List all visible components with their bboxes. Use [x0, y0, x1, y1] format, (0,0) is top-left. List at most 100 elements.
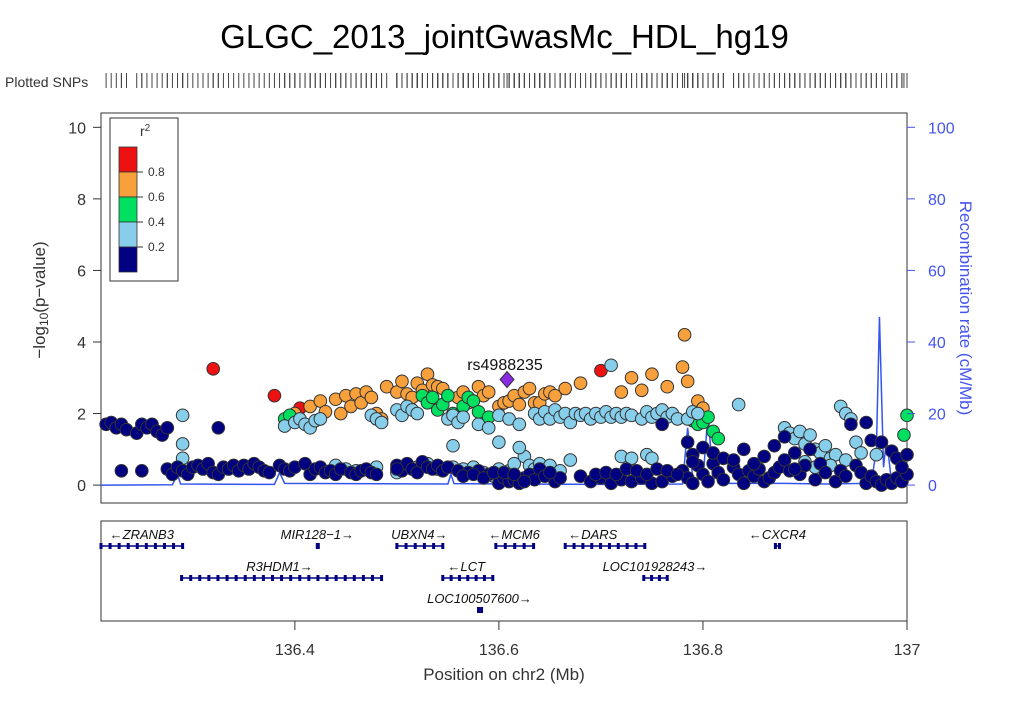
gene-exon	[441, 543, 445, 549]
gene-exon	[325, 575, 329, 581]
y-tick-label: 0	[77, 478, 86, 495]
gene-exon	[494, 543, 498, 549]
gene-loc100507600: LOC100507600→	[427, 591, 532, 613]
y2-tick-label: 80	[928, 192, 946, 209]
gene-exon	[316, 575, 320, 581]
snp-point	[543, 465, 557, 480]
snp-point	[522, 381, 537, 396]
snp-point	[645, 367, 659, 381]
legend-title-sup: 2	[145, 123, 151, 134]
gene-exon	[395, 543, 399, 549]
snp-point	[660, 379, 675, 394]
gene-exon	[99, 543, 103, 549]
snp-point	[558, 381, 573, 396]
snp-point	[726, 453, 741, 467]
legend-title-base: r	[140, 123, 145, 139]
x-tick-label: 137	[894, 642, 921, 659]
snp-point	[716, 472, 731, 487]
snp-point	[736, 476, 751, 491]
legend-tick-label: 0.4	[148, 215, 165, 229]
gene-exon	[482, 575, 486, 581]
gene-exon	[261, 575, 265, 581]
snp-point	[897, 428, 911, 442]
gene-exon	[563, 543, 567, 549]
snp-point	[803, 428, 817, 442]
gene-exon	[572, 543, 576, 549]
snp-point	[211, 421, 226, 435]
legend-swatch	[118, 246, 138, 273]
y2-tick-label: 0	[928, 478, 937, 495]
gene-exon	[225, 575, 229, 581]
snp-point	[736, 442, 751, 457]
y2-axis: 0 20 40 60 80 100	[907, 120, 955, 495]
gene-exon	[625, 543, 629, 549]
gene-exon	[404, 543, 408, 549]
gene-exon	[480, 607, 484, 613]
gene-exon	[216, 575, 220, 581]
y-axis-title-prefix: −log	[30, 326, 49, 359]
snp-points	[99, 328, 914, 492]
snp-point	[731, 397, 746, 412]
y-tick-label: 4	[77, 335, 86, 352]
snp-point	[114, 463, 129, 478]
snp-point	[333, 406, 348, 421]
snp-point	[895, 460, 909, 475]
y-axis-title-suffix: (p−value)	[30, 241, 49, 312]
gene-exon	[491, 575, 495, 581]
snp-point	[395, 374, 409, 389]
snp-point	[507, 467, 522, 482]
gene-exon	[234, 575, 238, 581]
x-tick-label: 136.6	[479, 642, 519, 659]
gene-label: ←ZRANB3	[110, 527, 175, 542]
snp-point	[711, 431, 726, 446]
snp-point	[680, 374, 695, 389]
snp-point	[441, 388, 455, 403]
snp-point	[818, 465, 833, 480]
snp-point	[374, 415, 389, 430]
y2-axis-title: Recombination rate (cM/Mb)	[956, 201, 975, 415]
gene-exon	[380, 575, 384, 581]
snp-point	[390, 462, 404, 476]
snp-point	[787, 446, 802, 460]
gene-exon	[144, 543, 148, 549]
snp-point	[267, 388, 282, 403]
gene-label: ←DARS	[568, 527, 617, 542]
snp-point	[757, 449, 771, 464]
snp-point	[634, 383, 649, 398]
snp-point	[869, 447, 884, 462]
gene-exon	[370, 575, 374, 581]
snp-point	[701, 474, 715, 489]
gene-zranb3: ←ZRANB3	[99, 527, 185, 549]
snp-point	[410, 406, 425, 421]
gene-label: LOC100507600→	[427, 591, 532, 606]
snp-point	[262, 465, 277, 480]
index-snp-label: rs4988235	[467, 357, 543, 374]
gene-exon	[657, 575, 661, 581]
snp-point	[614, 385, 629, 399]
snp-point	[573, 376, 588, 390]
gene-exon	[773, 543, 777, 549]
x-tick-label: 136.4	[275, 642, 315, 659]
snp-point	[160, 421, 175, 435]
gene-label: ←MCM6	[489, 527, 541, 542]
legend-swatch	[118, 146, 138, 173]
gene-exon	[316, 543, 320, 549]
gene-exon	[252, 575, 256, 581]
snp-point	[655, 417, 669, 432]
gene-exon	[243, 575, 247, 581]
gene-exon	[126, 543, 130, 549]
gene-exon	[441, 575, 445, 581]
y2-tick-label: 20	[928, 407, 946, 424]
x-axis-title: Position on chr2 (Mb)	[423, 665, 585, 684]
gene-exon	[503, 543, 507, 549]
gene-tracks: ←ZRANB3 MIR128−1→ UBXN4→ ←MCM6 ←DARS ←CXCR4 R3…	[99, 527, 806, 613]
gene-exon	[207, 575, 211, 581]
gene-exon	[162, 543, 166, 549]
gene-exon	[590, 543, 594, 549]
gene-exon	[432, 543, 436, 549]
snp-point	[175, 437, 190, 451]
snp-point	[685, 455, 700, 469]
gene-exon	[343, 575, 347, 581]
snp-point	[838, 469, 853, 483]
snp-point	[787, 462, 802, 476]
